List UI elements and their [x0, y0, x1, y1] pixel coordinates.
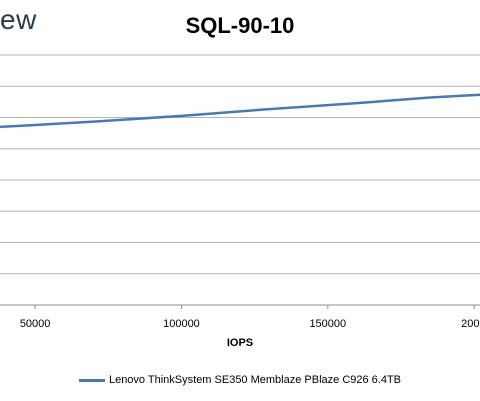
- x-tick-label: 50000: [19, 318, 51, 330]
- legend[interactable]: Lenovo ThinkSystem SE350 Memblaze PBlaze…: [0, 374, 480, 386]
- legend-label: Lenovo ThinkSystem SE350 Memblaze PBlaze…: [108, 374, 402, 386]
- x-tick-label: 200000: [461, 318, 480, 330]
- x-tick-label: 150000: [309, 318, 347, 330]
- series-line-0[interactable]: [0, 93, 480, 129]
- legend-swatch: [78, 378, 105, 382]
- x-axis-title: IOPS: [226, 337, 254, 349]
- x-tick-label: 100000: [163, 318, 200, 330]
- chart-title: SQL-90-10: [185, 13, 295, 38]
- logo-text: ew: [0, 4, 37, 35]
